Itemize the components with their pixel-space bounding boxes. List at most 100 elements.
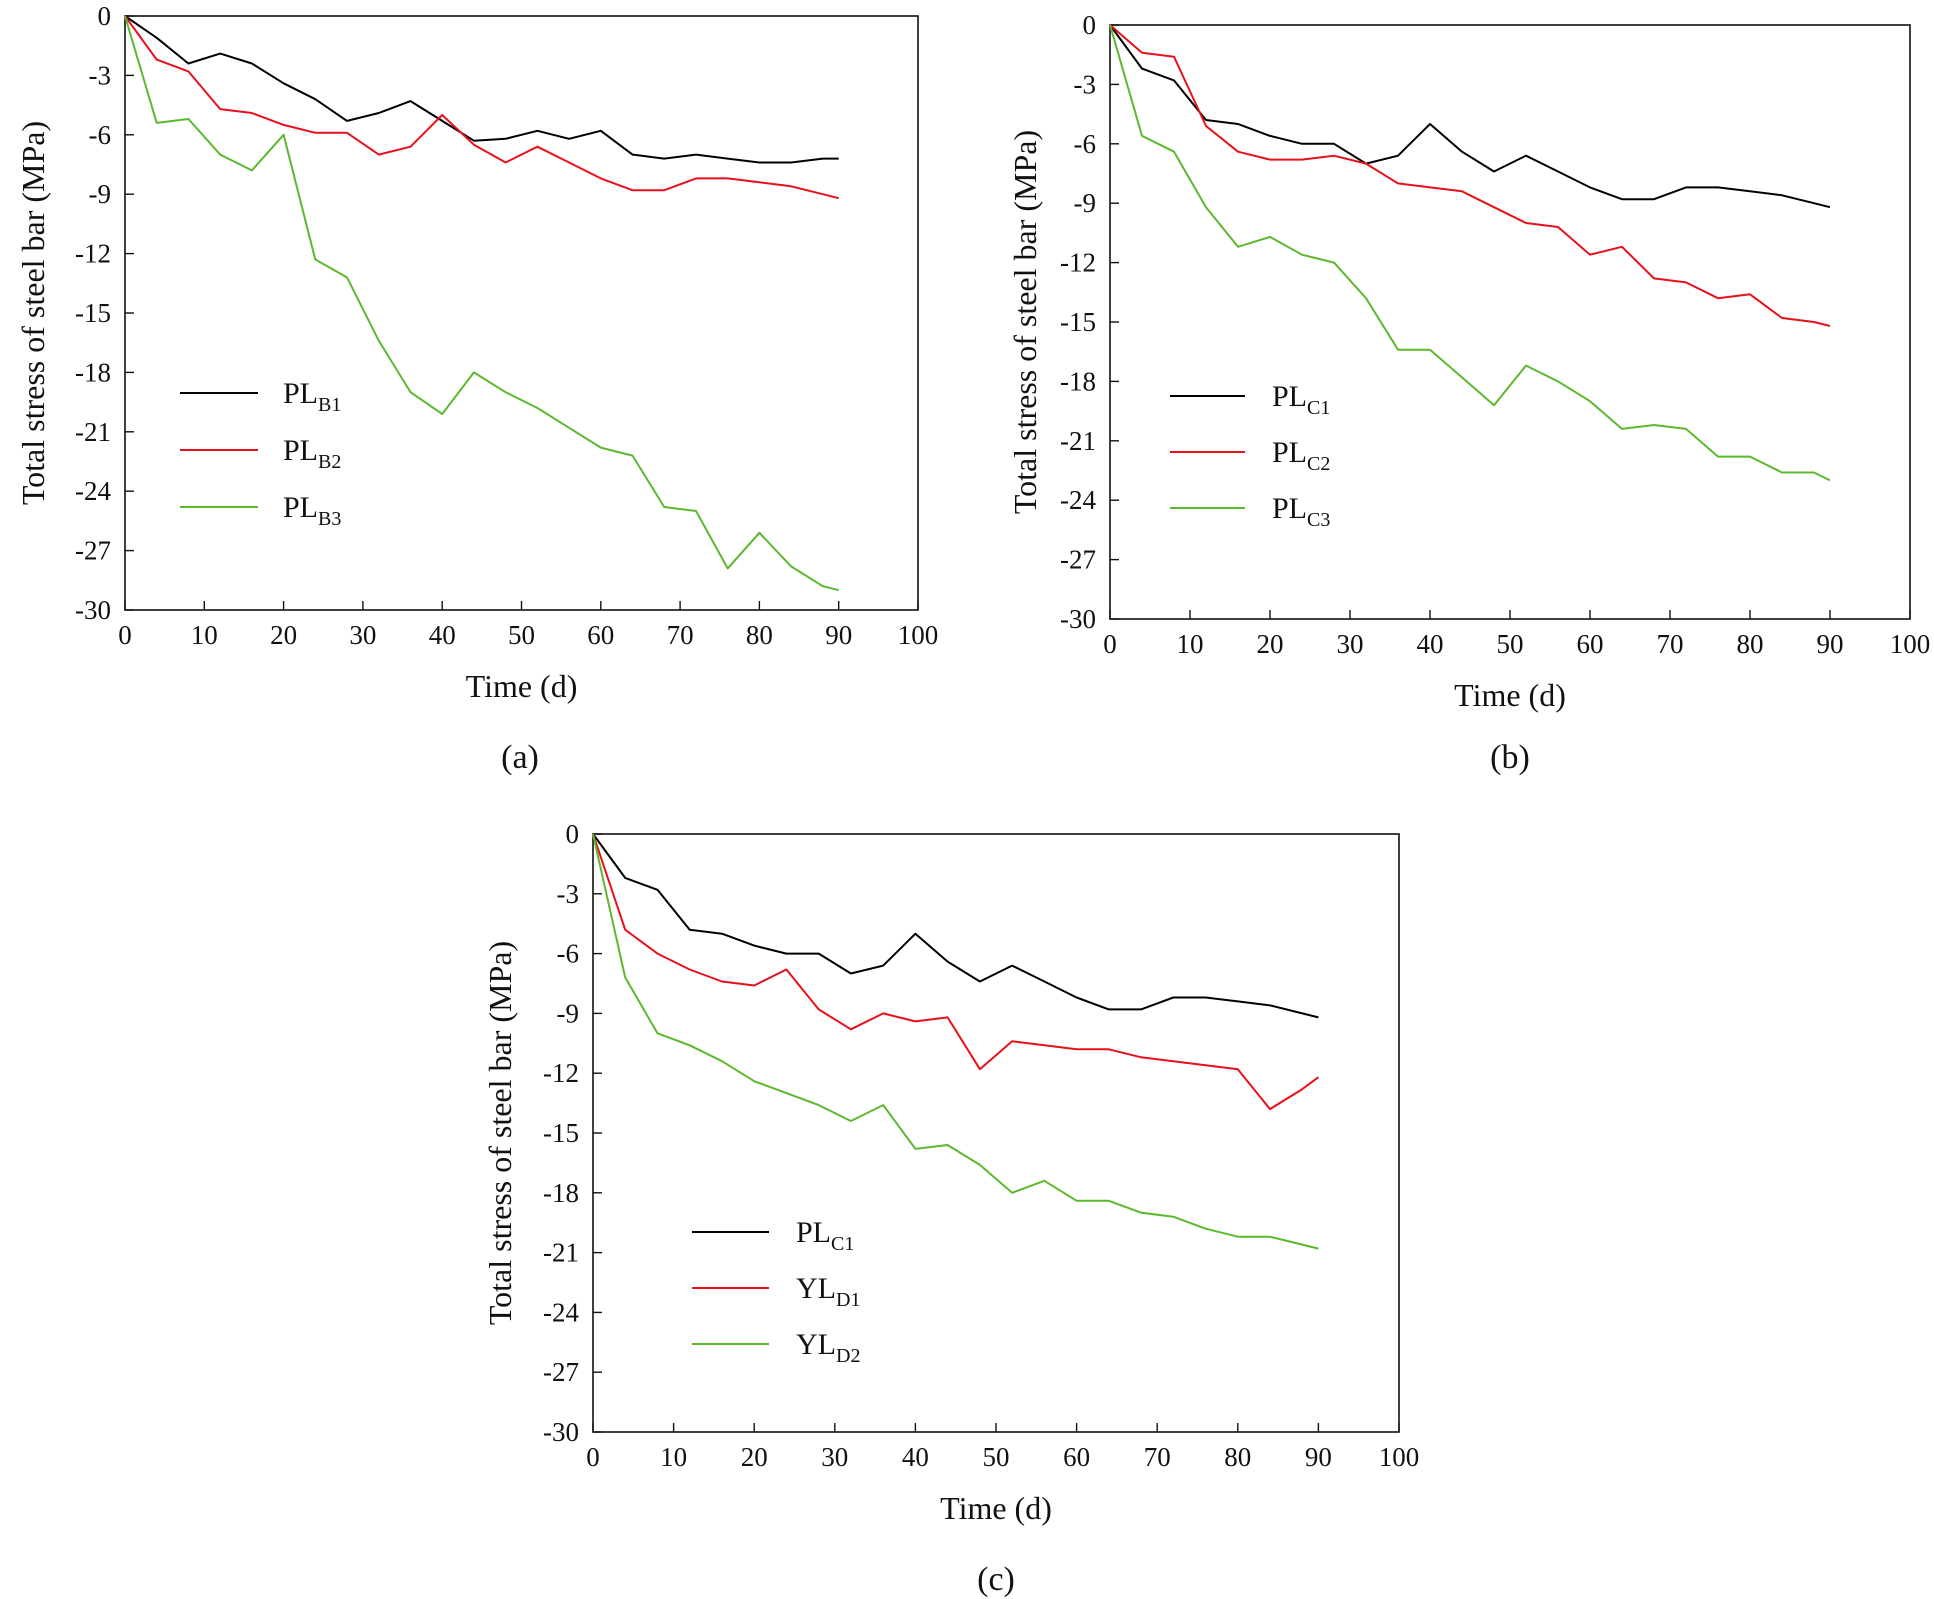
series-line-pl-b2 — [124, 15, 839, 200]
y-tick-label: -30 — [543, 1417, 579, 1447]
x-tick-label: 40 — [1417, 629, 1444, 659]
legend-entry-label: PLB3 — [283, 491, 341, 530]
x-tick-label: 0 — [118, 620, 132, 650]
y-tick-label: -3 — [557, 879, 580, 909]
x-tick-label: 100 — [1379, 1442, 1420, 1472]
x-axis-title: Time (d) — [466, 668, 578, 704]
x-tick-label: 20 — [270, 620, 297, 650]
x-tick-label: 60 — [587, 620, 614, 650]
legend: PLC1 PLC2 PLC3 — [1170, 380, 1330, 531]
y-tick-label: -21 — [75, 417, 111, 447]
x-tick-label: 40 — [902, 1442, 929, 1472]
x-tick-label: 30 — [821, 1442, 848, 1472]
x-tick-label: 50 — [983, 1442, 1010, 1472]
x-tick-label: 10 — [191, 620, 218, 650]
x-tick-label: 40 — [429, 620, 456, 650]
legend-entry-label: PLC1 — [796, 1216, 854, 1255]
y-axis-title: Total stress of steel bar (MPa) — [15, 121, 51, 505]
legend: PLB1 PLB2 PLB3 — [180, 377, 341, 530]
legend-entry-label: PLC3 — [1272, 492, 1330, 531]
y-tick-label: -15 — [543, 1118, 579, 1148]
y-tick-label: -6 — [89, 120, 112, 150]
y-tick-label: -27 — [543, 1357, 579, 1387]
y-tick-label: -12 — [75, 239, 111, 269]
x-tick-label: 100 — [1890, 629, 1931, 659]
x-tick-label: 70 — [1144, 1442, 1171, 1472]
series-line-pl-b3 — [124, 15, 839, 592]
y-tick-label: -24 — [75, 476, 111, 506]
legend-entry-label: YLD2 — [796, 1328, 860, 1367]
y-tick-label: -24 — [543, 1297, 579, 1327]
y-tick-label: -9 — [557, 998, 580, 1028]
series-line-yl-d1 — [592, 833, 1319, 1111]
series-line-pl-c1 — [592, 833, 1319, 1019]
y-tick-label: -15 — [75, 298, 111, 328]
x-tick-label: 20 — [741, 1442, 768, 1472]
x-tick-label: 80 — [1737, 629, 1764, 659]
y-tick-label: -12 — [543, 1058, 579, 1088]
y-tick-label: -6 — [557, 939, 580, 969]
y-tick-label: -30 — [1060, 604, 1096, 634]
series-line-yl-d2 — [592, 833, 1319, 1250]
y-tick-label: -30 — [75, 595, 111, 625]
x-tick-label: 10 — [1177, 629, 1204, 659]
chart-panel-3: 0 10 20 30 40 50 60 70 80 90 100 0 -3 -6 -9 -12 -15 -18 -2… — [482, 819, 1419, 1598]
x-tick-label: 70 — [667, 620, 694, 650]
panel-label: (b) — [1490, 739, 1530, 776]
x-tick-label: 50 — [1497, 629, 1524, 659]
x-tick-label: 10 — [660, 1442, 687, 1472]
legend-entry-label: PLB2 — [283, 434, 341, 473]
y-tick-label: 0 — [98, 1, 112, 31]
legend-entry-label: PLC2 — [1272, 436, 1330, 475]
series-line-pl-c2 — [1109, 24, 1831, 327]
y-tick-label: -24 — [1060, 485, 1096, 515]
plot-frame — [592, 833, 1400, 1433]
x-tick-label: 30 — [1337, 629, 1364, 659]
x-tick-label: 90 — [1305, 1442, 1332, 1472]
x-tick-label: 80 — [746, 620, 773, 650]
x-tick-label: 60 — [1063, 1442, 1090, 1472]
x-tick-label: 100 — [898, 620, 939, 650]
y-tick-label: -6 — [1074, 129, 1097, 159]
y-tick-label: -3 — [1074, 69, 1097, 99]
plot-frame — [124, 15, 919, 611]
x-tick-label: 90 — [1817, 629, 1844, 659]
legend-entry-label: PLC1 — [1272, 380, 1330, 419]
y-tick-label: 0 — [566, 819, 580, 849]
x-axis-title: Time (d) — [940, 1490, 1052, 1526]
y-tick-label: -12 — [1060, 248, 1096, 278]
y-tick-label: -18 — [543, 1178, 579, 1208]
x-tick-label: 70 — [1657, 629, 1684, 659]
series-line-pl-c3 — [1109, 24, 1831, 482]
x-tick-label: 80 — [1224, 1442, 1251, 1472]
y-tick-label: -27 — [1060, 545, 1096, 575]
series-line-pl-c1 — [1109, 24, 1831, 209]
y-tick-label: -9 — [1074, 188, 1097, 218]
x-tick-label: 50 — [508, 620, 535, 650]
y-tick-label: -15 — [1060, 307, 1096, 337]
x-tick-label: 0 — [1103, 629, 1117, 659]
panel-label: (c) — [977, 1561, 1015, 1598]
plot-frame — [1109, 24, 1911, 620]
legend: PLC1 YLD1 YLD2 — [692, 1216, 860, 1367]
x-tick-label: 60 — [1577, 629, 1604, 659]
y-tick-label: -21 — [543, 1238, 579, 1268]
y-axis-title: Total stress of steel bar (MPa) — [1007, 130, 1043, 514]
y-tick-label: -9 — [89, 179, 112, 209]
series-line-pl-b1 — [124, 15, 839, 164]
y-tick-label: -18 — [75, 357, 111, 387]
panel-label: (a) — [501, 739, 539, 776]
y-axis-title: Total stress of steel bar (MPa) — [482, 941, 518, 1325]
y-tick-label: -18 — [1060, 366, 1096, 396]
chart-panel-1: 0 10 20 30 40 50 60 70 80 90 100 0 -3 -6 -9 -12 -15 -18 -2… — [15, 1, 938, 776]
x-tick-label: 30 — [349, 620, 376, 650]
x-tick-label: 20 — [1257, 629, 1284, 659]
chart-panel-2: 0 10 20 30 40 50 60 70 80 90 100 0 -3 -6 -9 -12 -15 -18 -2… — [1007, 10, 1930, 776]
y-tick-label: -21 — [1060, 426, 1096, 456]
x-tick-label: 0 — [586, 1442, 600, 1472]
y-tick-label: -27 — [75, 536, 111, 566]
y-tick-label: -3 — [89, 60, 112, 90]
x-tick-label: 90 — [825, 620, 852, 650]
x-axis-title: Time (d) — [1454, 677, 1566, 713]
